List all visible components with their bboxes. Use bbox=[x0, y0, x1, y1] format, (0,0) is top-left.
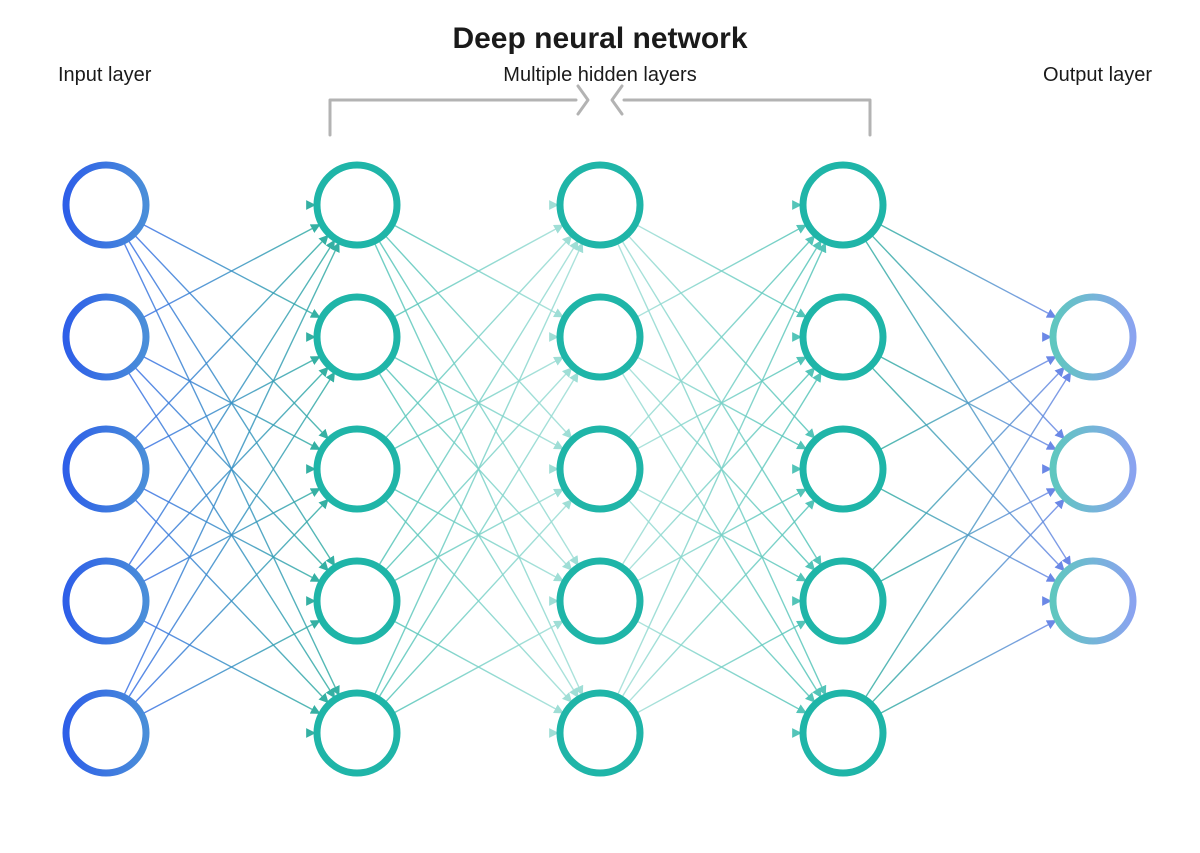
edge bbox=[374, 244, 582, 697]
edge bbox=[134, 500, 328, 704]
hidden3-node bbox=[803, 693, 883, 773]
input-node bbox=[66, 429, 146, 509]
edge bbox=[621, 239, 821, 564]
hidden3-node bbox=[803, 561, 883, 641]
input-node bbox=[66, 693, 146, 773]
edge bbox=[621, 374, 821, 699]
edge bbox=[627, 498, 814, 701]
edge bbox=[384, 234, 571, 437]
hidden2-node bbox=[560, 165, 640, 245]
edge bbox=[127, 241, 334, 567]
output-node bbox=[1053, 297, 1133, 377]
input-node bbox=[66, 165, 146, 245]
edge bbox=[127, 371, 334, 697]
edge bbox=[617, 244, 825, 697]
output-node bbox=[1053, 561, 1133, 641]
hidden3-node bbox=[803, 429, 883, 509]
edge bbox=[864, 373, 1070, 699]
hidden2-node bbox=[560, 693, 640, 773]
hidden-layers-bracket bbox=[330, 86, 870, 135]
hidden2-node bbox=[560, 297, 640, 377]
network-diagram bbox=[0, 0, 1200, 853]
hidden1-node bbox=[317, 561, 397, 641]
hidden3-node bbox=[803, 297, 883, 377]
edge bbox=[871, 500, 1064, 704]
hidden1-node bbox=[317, 297, 397, 377]
bracket-left bbox=[330, 100, 576, 135]
edge bbox=[378, 374, 578, 699]
input-node bbox=[66, 561, 146, 641]
hidden1-node bbox=[317, 165, 397, 245]
edge bbox=[871, 366, 1064, 570]
hidden2-node bbox=[560, 561, 640, 641]
hidden1-node bbox=[317, 693, 397, 773]
edge bbox=[134, 366, 328, 570]
edge bbox=[871, 368, 1064, 572]
edge bbox=[627, 501, 814, 704]
edge bbox=[621, 371, 821, 696]
edge bbox=[378, 239, 578, 564]
edge bbox=[134, 234, 328, 438]
edge bbox=[384, 501, 571, 704]
edge bbox=[627, 366, 814, 569]
hidden2-node bbox=[560, 429, 640, 509]
hidden1-node bbox=[317, 429, 397, 509]
input-node bbox=[66, 297, 146, 377]
edge bbox=[384, 498, 571, 701]
bracket-chevron-right bbox=[612, 86, 622, 114]
edge bbox=[141, 620, 319, 713]
edge bbox=[627, 234, 814, 437]
edge bbox=[384, 366, 571, 569]
edge bbox=[378, 371, 578, 696]
edge bbox=[384, 237, 571, 440]
edge bbox=[378, 242, 578, 567]
hidden3-node bbox=[803, 165, 883, 245]
edge bbox=[134, 236, 328, 440]
edge bbox=[127, 373, 334, 699]
edge bbox=[878, 357, 1055, 450]
edge bbox=[134, 498, 328, 702]
edge bbox=[871, 234, 1064, 438]
bracket-right bbox=[624, 100, 870, 135]
edge bbox=[127, 239, 334, 565]
bracket-chevron-left bbox=[578, 86, 588, 114]
edge bbox=[878, 488, 1055, 581]
edge bbox=[621, 242, 821, 567]
edge bbox=[627, 237, 814, 440]
output-node bbox=[1053, 429, 1133, 509]
edge bbox=[141, 225, 319, 318]
edge bbox=[864, 239, 1070, 565]
edge bbox=[123, 244, 338, 697]
